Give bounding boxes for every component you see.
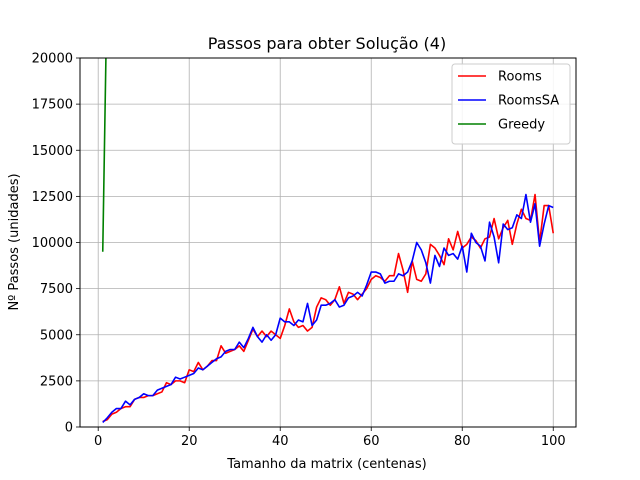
y-tick-label: 20000: [32, 52, 73, 67]
y-tick-label: 2500: [40, 374, 73, 389]
series-line-roomssa: [102, 193, 554, 423]
y-tick-label: 10000: [32, 236, 73, 251]
x-tick-label: 60: [363, 434, 380, 449]
x-tick-label: 100: [541, 434, 566, 449]
legend-label: Greedy: [498, 118, 545, 133]
y-axis-label: Nº Passos (unidades): [7, 173, 22, 310]
legend-label: RoomsSA: [498, 94, 559, 109]
y-tick-label: 17500: [32, 98, 73, 113]
series-line-greedy: [101, 58, 107, 252]
y-tick-label: 5000: [40, 328, 73, 343]
x-axis-label: Tamanho da matrix (centenas): [226, 457, 426, 472]
y-tick-label: 15000: [32, 144, 73, 159]
legend-label: Rooms: [498, 70, 542, 85]
y-tick-label: 7500: [40, 282, 73, 297]
x-tick-label: 80: [454, 434, 471, 449]
x-tick-label: 0: [94, 434, 102, 449]
x-tick-label: 20: [181, 434, 198, 449]
x-tick-label: 40: [272, 434, 289, 449]
chart-title: Passos para obter Solução (4): [208, 34, 446, 53]
series-lines: [101, 58, 555, 423]
ticks: 0 20 40 60 80 100 0 2500 5000 7500 10000 12500 15000…: [32, 52, 566, 450]
y-tick-label: 0: [65, 421, 73, 436]
legend: Rooms RoomsSA Greedy: [451, 63, 571, 145]
y-tick-label: 12500: [32, 190, 73, 205]
